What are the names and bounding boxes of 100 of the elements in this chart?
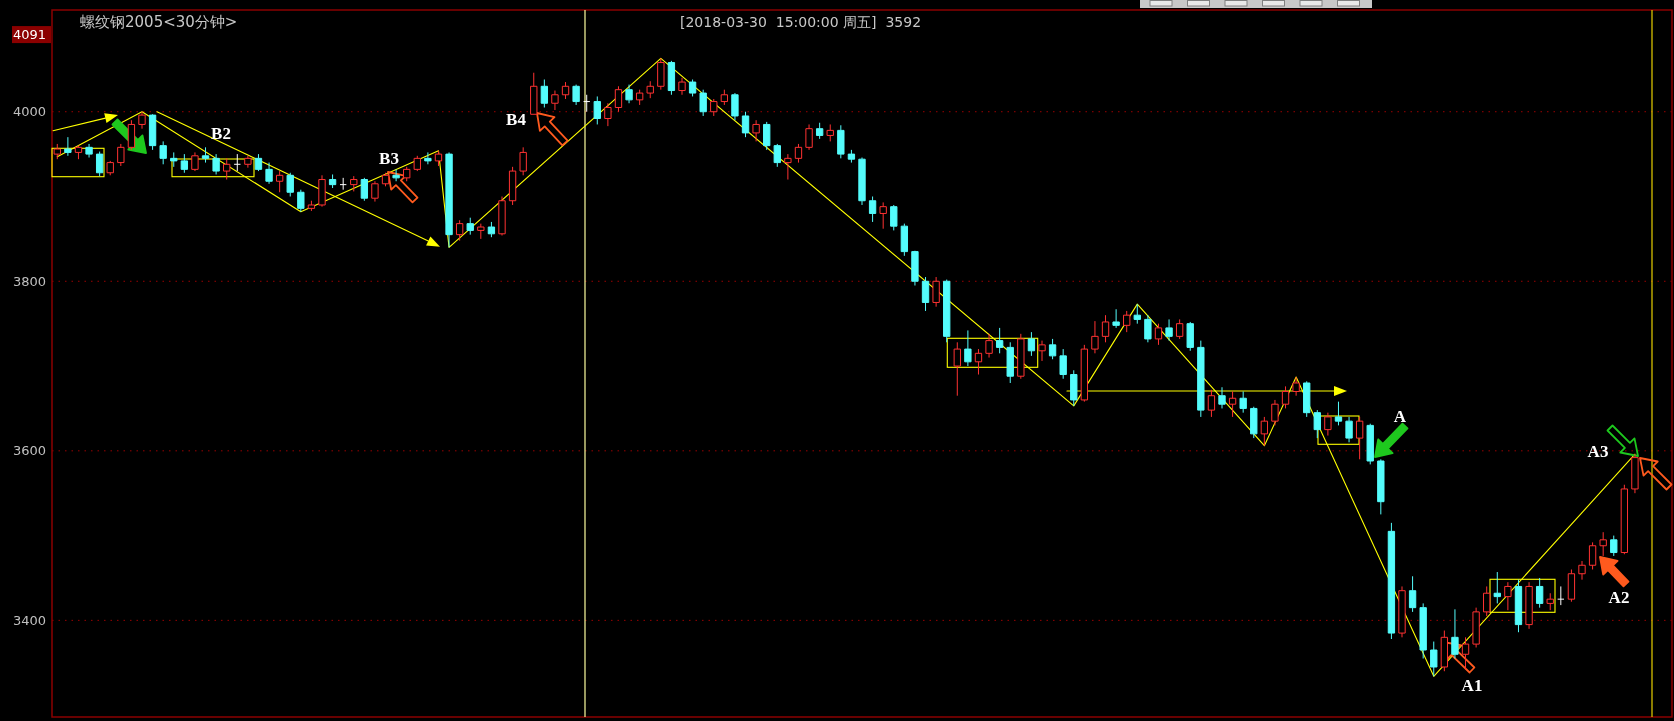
candlestick xyxy=(53,143,61,160)
candlestick xyxy=(1080,344,1089,403)
candlestick xyxy=(381,172,390,187)
y-tick-label: 3400 xyxy=(12,612,46,628)
candlestick xyxy=(1091,320,1099,354)
candlestick xyxy=(148,113,157,151)
candlestick xyxy=(1631,453,1639,494)
candlestick xyxy=(254,153,263,172)
candlestick xyxy=(1535,577,1544,609)
annotation: B3 xyxy=(379,148,399,168)
candlestick xyxy=(974,348,983,376)
candlestick xyxy=(318,174,326,208)
candlestick xyxy=(646,80,654,99)
candlestick xyxy=(117,143,125,167)
candlestick xyxy=(1504,581,1512,611)
candlestick xyxy=(371,180,379,203)
candlestick xyxy=(1345,416,1353,443)
candlestick xyxy=(953,341,961,397)
annotation: A3 xyxy=(1587,441,1609,461)
candlestick xyxy=(1514,579,1523,633)
candlestick xyxy=(1472,607,1480,648)
candlestick xyxy=(1430,641,1438,677)
candlestick xyxy=(434,150,443,167)
candlestick xyxy=(1228,390,1237,418)
candlestick xyxy=(1186,321,1194,352)
candlestick xyxy=(1250,406,1258,439)
candlestick xyxy=(741,111,750,138)
chart-subtitle: [2018-03-30 15:00:00 周五] 3592 xyxy=(680,14,922,30)
candlestick xyxy=(667,60,676,96)
chart-title: 螺纹钢2005<30分钟> xyxy=(80,13,238,31)
candlestick xyxy=(1059,348,1067,380)
candlestick xyxy=(1197,340,1205,418)
candlestick xyxy=(1620,484,1629,555)
candlestick xyxy=(964,329,972,367)
y-tick-label: 3600 xyxy=(12,443,46,459)
candlestick xyxy=(868,196,877,223)
annotation: A xyxy=(1393,406,1407,426)
candlestick xyxy=(731,92,739,121)
candlestick xyxy=(508,166,517,206)
candlestick xyxy=(339,177,347,191)
candlestick xyxy=(360,177,369,202)
candlestick xyxy=(1303,380,1311,418)
candlestick xyxy=(1557,585,1565,606)
candlestick xyxy=(244,155,252,169)
candlestick xyxy=(614,85,623,113)
candlestick xyxy=(720,89,729,106)
candlestick xyxy=(1260,416,1269,447)
annotation: B2 xyxy=(211,123,231,143)
candlestick xyxy=(985,333,993,359)
candlestick xyxy=(95,151,104,177)
candlestick xyxy=(74,145,83,160)
candlestick xyxy=(625,84,633,104)
candlestick xyxy=(572,84,580,106)
candlestick xyxy=(1112,308,1120,329)
candlestick xyxy=(890,204,898,231)
candlestick xyxy=(233,153,241,172)
candlestick xyxy=(1048,338,1057,360)
candlestick xyxy=(1567,569,1576,603)
candlestick xyxy=(413,155,421,172)
y-tick-label: 4000 xyxy=(12,104,46,120)
candlestick xyxy=(1578,560,1586,581)
candlestick xyxy=(477,223,485,240)
candlestick xyxy=(328,173,337,189)
y-tick-label: 3800 xyxy=(12,273,46,289)
candlestick xyxy=(1324,412,1332,437)
candlestick xyxy=(403,166,411,182)
candlestick xyxy=(455,219,464,242)
candlestick xyxy=(1355,416,1364,460)
candlestick xyxy=(826,123,834,142)
annotation: A2 xyxy=(1608,587,1630,607)
candlestick xyxy=(1451,608,1459,660)
candlestick xyxy=(911,250,919,287)
annotation: B4 xyxy=(506,109,527,129)
candlestick xyxy=(805,123,813,151)
candlestick xyxy=(1133,303,1141,325)
candlestick xyxy=(1070,369,1078,407)
candlestick xyxy=(265,162,273,185)
candlestick xyxy=(1599,531,1607,557)
candlestick xyxy=(201,146,210,164)
candlestick xyxy=(466,217,474,236)
candlestick xyxy=(1398,585,1406,638)
candlestick xyxy=(583,94,591,113)
candlestick xyxy=(1483,585,1491,617)
candlestick xyxy=(773,143,781,168)
candlestick xyxy=(519,146,527,176)
candlestick xyxy=(847,149,856,164)
candlestick xyxy=(1387,522,1396,640)
candlestick xyxy=(191,151,199,172)
candlestick xyxy=(1017,333,1025,380)
candlestick xyxy=(530,72,538,115)
candlestick xyxy=(223,157,231,181)
candlestick xyxy=(1038,340,1046,362)
candlestick xyxy=(350,175,358,192)
candlestick xyxy=(85,143,93,158)
candlestick xyxy=(699,89,707,117)
candlestick xyxy=(1101,314,1110,343)
candlestick xyxy=(180,153,189,174)
candlestick xyxy=(1239,390,1247,414)
candlestick xyxy=(1440,630,1449,672)
candlestick xyxy=(1281,385,1290,409)
